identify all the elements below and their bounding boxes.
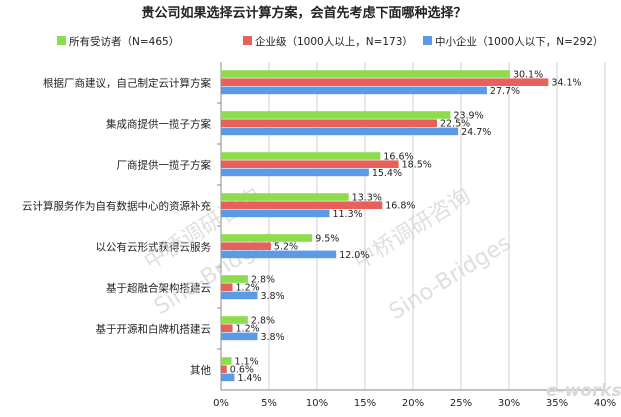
data-label: 34.1%	[551, 78, 581, 89]
bar	[221, 152, 381, 160]
data-label: 23.9%	[453, 110, 483, 121]
bar	[221, 283, 233, 291]
bar	[221, 373, 235, 382]
data-label: 16.6%	[383, 151, 413, 162]
legend-label-enterprise: 企业级（1000人以上，N=173）	[255, 35, 413, 48]
legend-swatch-enterprise	[243, 36, 252, 45]
chart-title: 贵公司如果选择云计算方案，会首先考虑下面哪种选择？	[141, 5, 466, 21]
data-label: 27.7%	[490, 86, 520, 97]
x-tick-label: 20%	[402, 398, 424, 409]
x-tick-label: 30%	[498, 398, 520, 409]
bar	[221, 275, 248, 283]
bar	[221, 193, 349, 201]
bar	[221, 209, 330, 218]
bar	[221, 111, 451, 119]
bar	[221, 316, 248, 324]
legend: 所有受访者（N=465） 企业级（1000人以上，N=173） 中小企业（100…	[57, 35, 603, 48]
bar	[221, 291, 258, 300]
bar	[221, 201, 383, 209]
x-tick-label: 0%	[213, 398, 229, 409]
bar	[221, 78, 549, 86]
logo-eworks: e-works	[546, 381, 621, 401]
data-label: 1.2%	[236, 283, 260, 294]
data-label: 3.8%	[260, 332, 284, 343]
bar	[221, 250, 337, 259]
x-tick-label: 40%	[594, 398, 616, 409]
data-label: 1.1%	[235, 356, 259, 367]
bar	[221, 324, 233, 332]
x-tick-label: 5%	[261, 398, 277, 409]
bar	[221, 127, 459, 136]
bar	[221, 242, 271, 250]
bar	[221, 365, 227, 373]
x-tick-label: 10%	[306, 398, 328, 409]
legend-swatch-all	[57, 36, 66, 45]
bar	[221, 119, 437, 127]
data-label: 3.8%	[260, 291, 284, 302]
data-label: 22.5%	[440, 119, 470, 130]
legend-swatch-sme	[423, 36, 432, 45]
category-label: 根据厂商建议，自己制定云计算方案	[43, 77, 211, 90]
x-tick-labels: 0% 5% 10% 15% 20% 25% 30% 35% 40%	[213, 398, 616, 409]
bar	[221, 86, 487, 95]
category-label: 以公有云形式获得云服务	[96, 241, 212, 254]
bar	[221, 332, 258, 341]
data-label: 13.3%	[352, 192, 382, 203]
category-labels: 根据厂商建议，自己制定云计算方案集成商提供一揽子方案厂商提供一揽子方案云计算服务…	[22, 77, 211, 377]
bar	[221, 168, 369, 177]
data-label: 9.5%	[315, 233, 339, 244]
bar	[221, 160, 399, 168]
data-label: 1.2%	[236, 324, 260, 335]
data-label: 16.8%	[385, 201, 415, 212]
data-label: 15.4%	[372, 168, 402, 179]
data-label: 0.6%	[230, 365, 254, 376]
x-tick-label: 15%	[354, 398, 376, 409]
legend-label-all: 所有受访者（N=465）	[69, 35, 179, 48]
data-label: 18.5%	[402, 160, 432, 171]
data-label: 2.8%	[251, 274, 275, 285]
category-label: 云计算服务作为自有数据中心的资源补充	[22, 200, 211, 213]
data-label: 24.7%	[461, 127, 491, 138]
data-label: 30.1%	[513, 69, 543, 80]
data-label: 5.2%	[274, 242, 298, 253]
category-label: 基于超融合架构搭建云	[106, 282, 211, 295]
data-labels: 30.1% 34.1% 27.7% 23.9%22.5%24.7% 16.6%18.5%…	[230, 69, 582, 383]
category-label: 厂商提供一揽子方案	[117, 159, 212, 172]
data-label: 2.8%	[251, 315, 275, 326]
category-label: 基于开源和白牌机搭建云	[96, 323, 212, 336]
x-tick-label: 35%	[546, 398, 568, 409]
category-label: 其他	[190, 364, 211, 377]
bar	[221, 234, 313, 242]
bars	[221, 70, 549, 382]
data-label: 1.4%	[237, 373, 261, 384]
data-label: 11.3%	[332, 209, 362, 220]
bar	[221, 357, 232, 365]
x-tick-label: 25%	[450, 398, 472, 409]
category-label: 集成商提供一揽子方案	[106, 118, 211, 131]
bar	[221, 70, 510, 78]
data-label: 12.0%	[339, 250, 369, 261]
legend-label-sme: 中小企业（1000人以下，N=292）	[435, 35, 603, 48]
